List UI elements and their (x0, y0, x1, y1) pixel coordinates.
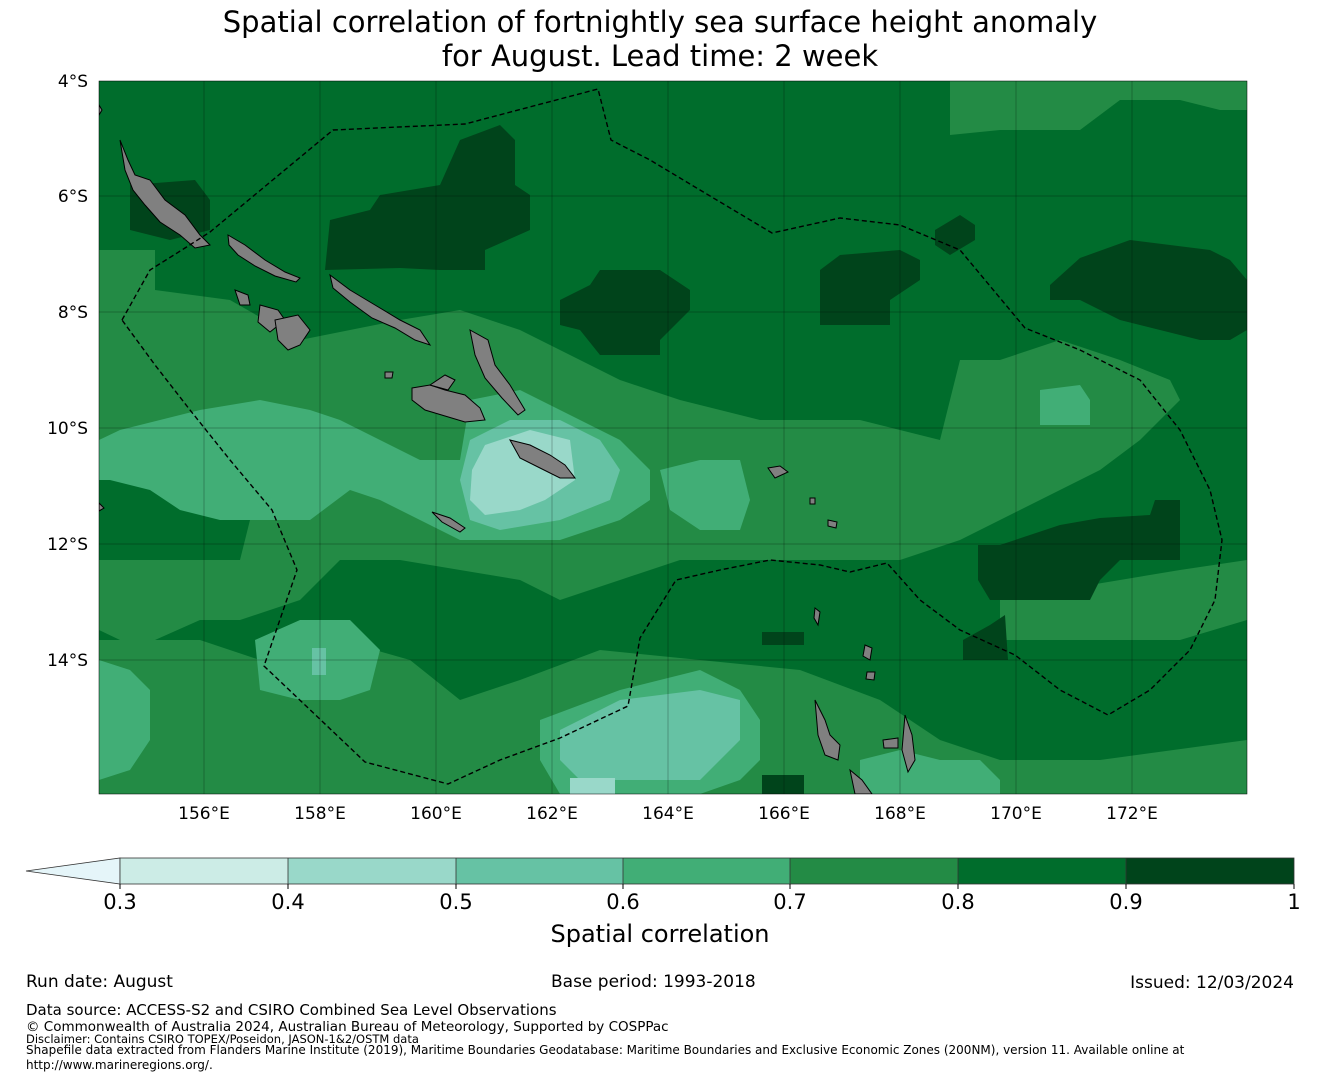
lon-label: 168°E (874, 804, 926, 824)
correlation-field (99, 81, 1247, 794)
base-period: Base period: 1993-2018 (551, 972, 756, 992)
colorbar-label: Spatial correlation (550, 920, 769, 948)
longitude-labels: 156°E 158°E 160°E 162°E 164°E 166°E 168°… (178, 804, 1158, 824)
lon-label: 172°E (1106, 804, 1158, 824)
colorbar-tick: 0.6 (606, 890, 639, 914)
shapefile-url[interactable]: http://www.marineregions.org/. (26, 1058, 213, 1072)
lon-label: 156°E (178, 804, 230, 824)
run-date: Run date: August (26, 972, 173, 992)
map-title-line-1: Spatial correlation of fortnightly sea s… (222, 5, 1098, 39)
eez-boundaries (121, 88, 1223, 785)
colorbar-tick: 0.5 (439, 890, 472, 914)
colorbar-segment (456, 858, 623, 884)
colorbar-segment (958, 858, 1126, 884)
map-title-line-2: for August. Lead time: 2 week (441, 39, 879, 73)
lat-label: 4°S (58, 72, 88, 92)
land-masses (99, 104, 916, 794)
disclaimer: Disclaimer: Contains CSIRO TOPEX/Poseido… (26, 1032, 419, 1046)
colorbar-tick: 1 (1287, 890, 1300, 914)
colorbar-tick: 0.9 (1109, 890, 1142, 914)
plot-frame (98, 80, 1248, 795)
lat-label: 8°S (58, 303, 88, 323)
colorbar-extend-arrow (25, 857, 121, 885)
data-source: Data source: ACCESS-S2 and CSIRO Combine… (26, 1001, 557, 1019)
lat-label: 6°S (58, 187, 88, 207)
lat-label: 12°S (47, 535, 88, 555)
latitude-labels: 4°S 6°S 8°S 10°S 12°S 14°S (47, 72, 88, 671)
colorbar-segment (790, 858, 958, 884)
colorbar-tick: 0.4 (271, 890, 304, 914)
colorbar-frame (119, 857, 1295, 885)
colorbar-tick: 0.8 (941, 890, 974, 914)
field-0.7-0.8 (99, 81, 1247, 794)
lat-label: 14°S (47, 651, 88, 671)
colorbar-segment (288, 858, 456, 884)
colorbar-ticks: 0.3 0.4 0.5 0.6 0.7 0.8 0.9 1 (103, 890, 1300, 914)
field-0.9-1.0 (130, 125, 1247, 794)
lon-label: 170°E (990, 804, 1042, 824)
graticule (99, 81, 1247, 794)
lat-label: 10°S (47, 419, 88, 439)
field-0.4-0.5 (470, 430, 615, 794)
colorbar: 0.3 0.4 0.5 0.6 0.7 0.8 0.9 1 Spatial co… (25, 857, 1301, 948)
lon-label: 166°E (758, 804, 810, 824)
lon-label: 162°E (526, 804, 578, 824)
lon-label: 160°E (410, 804, 462, 824)
colorbar-tick: 0.3 (103, 890, 136, 914)
lon-label: 164°E (642, 804, 694, 824)
colorbar-segment (623, 858, 790, 884)
shapefile-credit: Shapefile data extracted from Flanders M… (26, 1043, 1185, 1057)
colorbar-segment (120, 858, 288, 884)
issued-date: Issued: 12/03/2024 (1130, 973, 1294, 993)
lon-label: 158°E (294, 804, 346, 824)
colorbar-segment (1126, 858, 1294, 884)
copyright: © Commonwealth of Australia 2024, Austra… (26, 1019, 669, 1035)
colorbar-tick: 0.7 (773, 890, 806, 914)
